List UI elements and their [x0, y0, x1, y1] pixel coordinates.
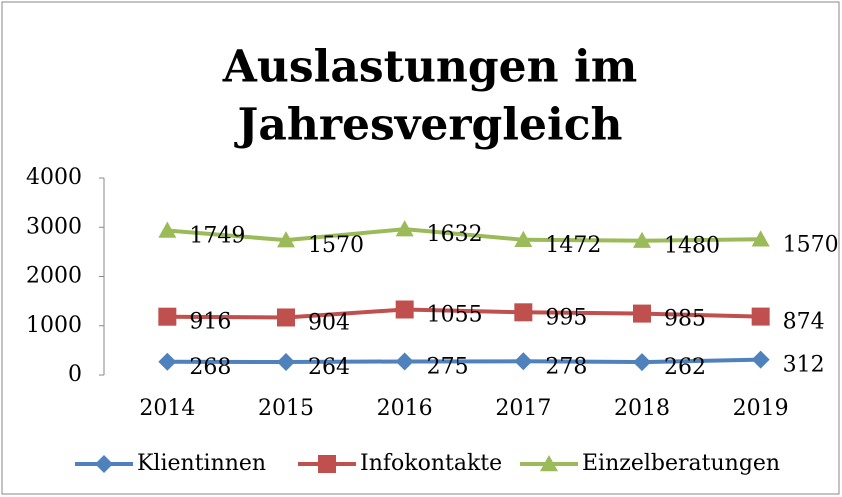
legend-marker [318, 455, 336, 473]
legend-label: Infokontakte [360, 451, 502, 476]
data-label: 1570 [308, 233, 364, 258]
data-point [633, 304, 651, 323]
legend-marker [540, 455, 558, 472]
data-point [395, 352, 414, 371]
data-label: 1749 [189, 224, 245, 249]
data-point [514, 303, 533, 322]
legend-label: Einzelberatungen [582, 451, 780, 476]
x-tick-label: 2018 [614, 396, 670, 421]
data-label: 874 [783, 310, 825, 335]
data-label: 1632 [427, 222, 483, 247]
data-point [751, 230, 770, 247]
data-label: 995 [545, 305, 587, 330]
data-label: 264 [308, 355, 350, 380]
data-label: 1472 [545, 233, 601, 258]
data-point [158, 307, 177, 326]
y-tick-label: 4000 [26, 165, 82, 190]
data-label: 916 [189, 310, 231, 335]
data-point [158, 221, 177, 238]
x-tick-label: 2016 [377, 396, 433, 421]
data-point [514, 352, 533, 371]
data-label: 268 [189, 355, 231, 380]
y-tick-label: 3000 [26, 214, 82, 239]
x-tick-label: 2017 [495, 396, 551, 421]
data-label: 1480 [664, 234, 720, 259]
data-label: 904 [308, 310, 350, 335]
y-tick-label: 2000 [26, 264, 82, 289]
data-point [158, 352, 177, 371]
data-point [633, 353, 651, 372]
data-label: 278 [545, 354, 587, 379]
series-line [167, 227, 761, 243]
data-label: 1570 [783, 232, 839, 257]
data-point [633, 231, 651, 248]
legend-label: Klientinnen [137, 451, 266, 476]
chart-title: Auslastungen im [222, 42, 638, 93]
data-point [751, 307, 770, 326]
data-label: 1055 [427, 302, 483, 327]
x-tick-label: 2015 [258, 396, 314, 421]
y-tick-label: 1000 [26, 313, 82, 338]
data-label: 275 [427, 354, 469, 379]
x-tick-label: 2019 [733, 396, 789, 421]
x-tick-label: 2014 [139, 396, 195, 421]
series-line [167, 307, 761, 320]
data-point [395, 300, 414, 319]
data-label: 262 [664, 355, 706, 380]
data-point [277, 352, 295, 371]
legend-marker [95, 455, 113, 473]
chart-title: Jahresvergleich [234, 100, 623, 151]
series-line [167, 357, 761, 365]
data-point [514, 230, 533, 248]
data-point [751, 350, 770, 369]
y-tick-label: 0 [68, 362, 82, 387]
data-point [395, 220, 414, 237]
data-point [277, 308, 295, 327]
data-point [277, 231, 295, 248]
data-label: 312 [783, 353, 825, 378]
data-label: 985 [664, 307, 706, 332]
